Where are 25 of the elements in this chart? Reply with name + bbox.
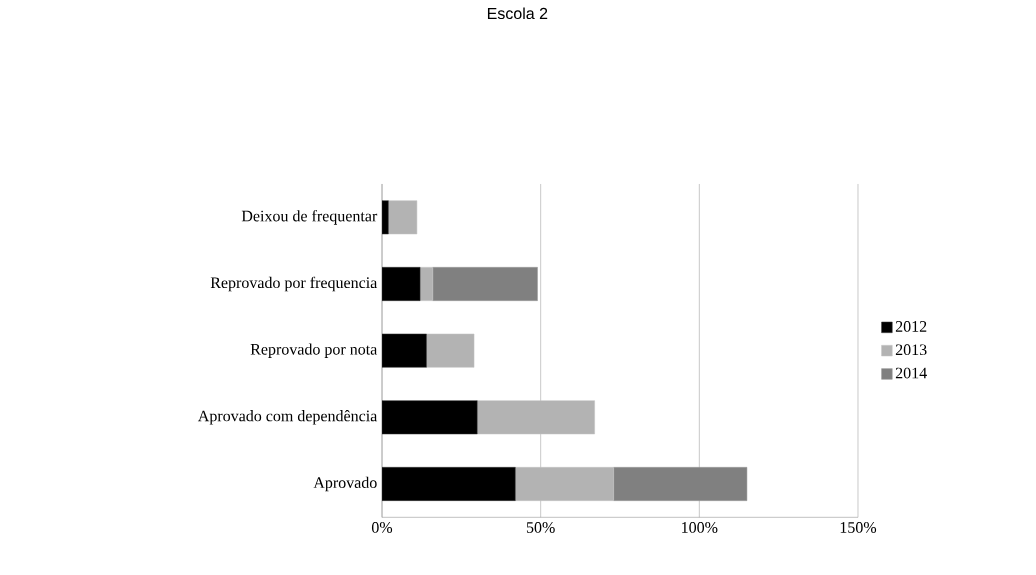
x-tick-label: 150%	[840, 522, 877, 534]
bar	[432, 267, 538, 302]
bar	[419, 267, 434, 302]
chart-title: Escola 2	[487, 7, 548, 20]
bar	[382, 200, 389, 235]
x-tick-label: 0%	[371, 522, 393, 534]
x-tick-label: 50%	[526, 522, 555, 534]
x-tick-label: 100%	[682, 522, 718, 534]
bar	[613, 467, 748, 502]
bar	[476, 400, 595, 435]
bar	[388, 200, 418, 235]
legend-label: 2013	[895, 344, 927, 356]
bar	[515, 467, 614, 502]
y-tick-label: Deixou de frequentar	[241, 210, 378, 225]
bar	[426, 333, 475, 368]
bar	[382, 267, 421, 302]
y-tick-label: Aprovado	[313, 476, 377, 492]
legend-label: 2014	[895, 367, 927, 379]
bar	[382, 333, 427, 368]
y-tick-label: Aprovado com dependência	[197, 410, 378, 425]
bar	[382, 467, 516, 502]
y-tick-label: Reprovado por nota	[250, 343, 378, 359]
y-tick-label: Reprovado por frequencia	[210, 276, 378, 292]
bar	[382, 400, 478, 435]
legend-label: 2012	[895, 321, 927, 332]
